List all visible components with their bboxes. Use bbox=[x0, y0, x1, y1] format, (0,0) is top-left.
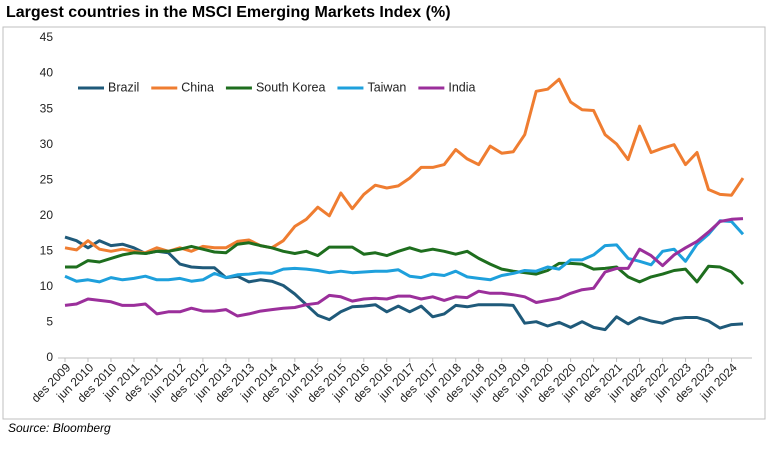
series-line bbox=[64, 217, 744, 318]
source: Source: Bloomberg bbox=[8, 421, 111, 435]
y-tick-label: 25 bbox=[40, 172, 54, 186]
chart-title: Largest countries in the MSCI Emerging M… bbox=[6, 4, 451, 21]
y-tick-label: 15 bbox=[40, 244, 54, 258]
y-tick-label: 0 bbox=[46, 350, 53, 364]
series-line bbox=[64, 77, 745, 255]
legend-label: Brazil bbox=[108, 80, 139, 94]
series-line bbox=[64, 219, 745, 284]
y-tick-label: 45 bbox=[40, 30, 54, 44]
legend-label: India bbox=[448, 80, 475, 94]
series-line bbox=[65, 241, 745, 286]
y-tick-label: 40 bbox=[40, 66, 54, 80]
y-tick-label: 35 bbox=[40, 101, 54, 115]
legend-label: South Korea bbox=[256, 80, 326, 94]
y-tick-label: 5 bbox=[46, 315, 53, 329]
y-tick-label: 30 bbox=[40, 137, 54, 151]
chart-frame bbox=[2, 26, 766, 420]
legend-label: Taiwan bbox=[367, 80, 406, 94]
y-tick-label: 20 bbox=[40, 208, 54, 222]
legend-label: China bbox=[181, 80, 214, 94]
y-tick-label: 10 bbox=[40, 279, 54, 293]
series-line bbox=[64, 235, 744, 332]
